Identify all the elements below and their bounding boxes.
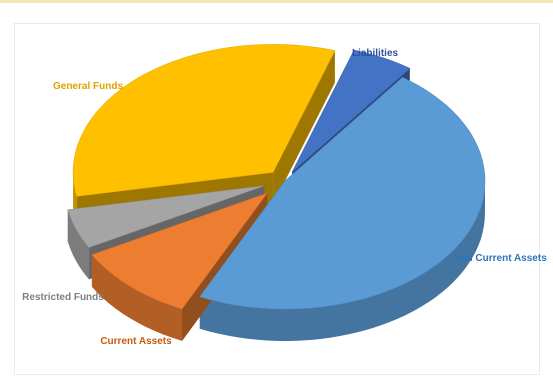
data-label-restricted-funds: Restricted Funds bbox=[22, 292, 104, 303]
slice-rim-current-assets bbox=[91, 254, 182, 341]
pie-labels: Liabilities Non Current Assets Current Ass… bbox=[22, 48, 547, 347]
slice-liabilities bbox=[291, 49, 411, 173]
data-label-general-funds: General Funds bbox=[53, 81, 123, 92]
slice-current-assets bbox=[91, 192, 269, 310]
slice-restricted-funds bbox=[67, 185, 265, 248]
pie-chart: Liabilities Non Current Assets Current Ass… bbox=[22, 44, 547, 347]
slice-non-current-assets bbox=[199, 77, 486, 310]
data-label-non-current-assets: Non Current Assets bbox=[453, 253, 547, 264]
pie-tops bbox=[67, 44, 486, 310]
slice-general-funds bbox=[72, 44, 336, 197]
slice-wall-general-funds bbox=[273, 50, 335, 205]
data-label-current-assets: Current Assets bbox=[100, 336, 172, 347]
slice-rim-restricted-funds bbox=[67, 209, 89, 280]
slice-rim-non-current-assets bbox=[199, 181, 486, 341]
data-label-liabilities: Liabilities bbox=[352, 48, 399, 59]
